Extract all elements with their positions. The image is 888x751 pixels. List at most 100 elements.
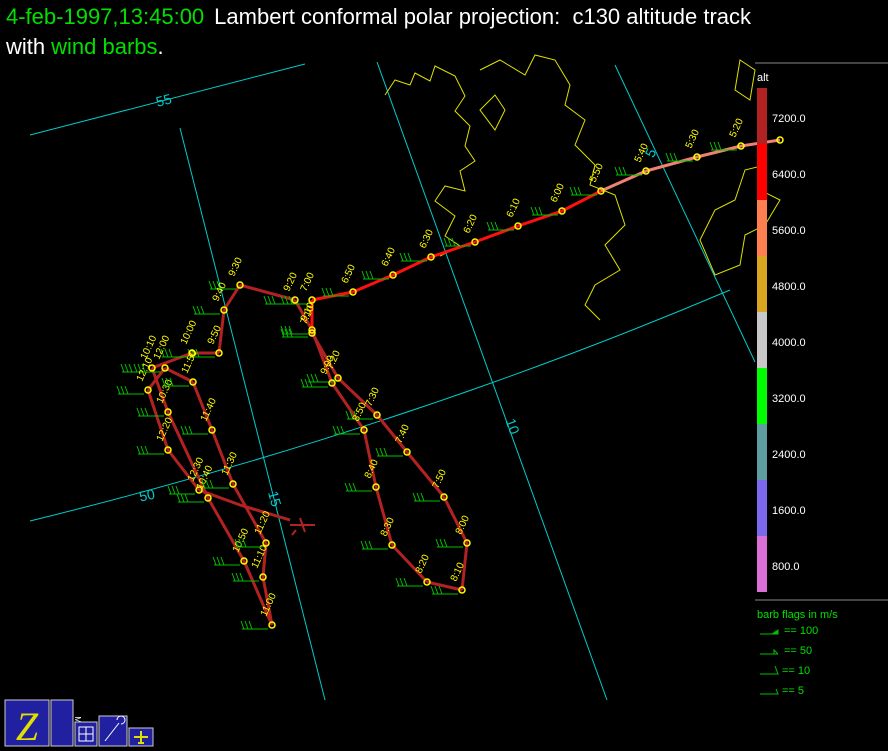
wind-barb	[412, 492, 440, 502]
colorbar-segment	[757, 368, 767, 424]
colorbar-segment	[757, 480, 767, 536]
track-segment	[336, 376, 379, 417]
aircraft-glyph	[134, 731, 148, 744]
grid-label: 15	[265, 489, 285, 508]
title-line-2: with wind barbs.	[5, 34, 164, 59]
lon-line	[179, 127, 326, 701]
zeb-glyph: Z	[16, 704, 39, 749]
track-point	[334, 374, 342, 382]
track-point	[208, 426, 216, 434]
colorbar-segment	[757, 88, 767, 144]
track-segment	[231, 483, 268, 544]
track-point	[291, 296, 299, 304]
barb-glyph	[760, 648, 779, 655]
wind-barb	[133, 363, 161, 373]
track-segment	[191, 381, 214, 431]
wind-barb	[280, 295, 308, 305]
title-line: 4-feb-1997,13:45:00 Lambert conformal pol…	[6, 4, 752, 29]
barb-legend-entry: == 50	[784, 645, 812, 657]
track-point	[373, 411, 381, 419]
track-point	[164, 446, 172, 454]
wind-barb	[321, 287, 349, 297]
wind-barb	[192, 305, 220, 315]
track-point	[349, 288, 357, 296]
track-segment	[426, 580, 463, 592]
track-point	[597, 187, 605, 195]
track-segment	[206, 497, 246, 562]
colorbar-segment	[757, 536, 767, 592]
track-segment	[166, 449, 201, 491]
wind-barb	[234, 538, 262, 548]
track-segment	[517, 209, 563, 228]
probe-glyph	[104, 715, 126, 742]
track-point	[188, 349, 196, 357]
track-segment	[352, 273, 394, 294]
wind-barb	[116, 385, 144, 395]
wind-barb	[231, 572, 259, 582]
lat-line	[29, 63, 306, 136]
track-segment	[430, 240, 476, 259]
colorbar-tick-label: 2400.0	[772, 449, 806, 461]
colorbar-label: alt	[757, 72, 769, 84]
track-point	[471, 238, 479, 246]
track-segment	[310, 329, 334, 384]
track-segment	[696, 144, 742, 159]
lon-line	[614, 64, 756, 363]
track-point	[427, 253, 435, 261]
grid-label: 55	[154, 90, 173, 110]
track-point	[328, 379, 336, 387]
track-point	[144, 386, 152, 394]
track-segment	[222, 284, 242, 311]
track-point	[215, 349, 223, 357]
wind-barb	[280, 328, 308, 338]
track-point	[372, 483, 380, 491]
wind-barb	[399, 252, 427, 262]
track-segment	[146, 389, 170, 451]
track-point	[463, 539, 471, 547]
colorbar-tick-label: 6400.0	[772, 169, 806, 181]
colorbar-tick-label: 800.0	[772, 561, 800, 573]
wind-barb	[300, 378, 328, 388]
track-point	[776, 136, 784, 144]
track-point	[642, 167, 650, 175]
wind-barb	[486, 221, 514, 231]
track-point	[259, 573, 267, 581]
grid-label: 10	[503, 416, 523, 436]
track-point	[220, 306, 228, 314]
track-segment	[474, 224, 519, 244]
track-point	[514, 222, 522, 230]
track-segment	[242, 560, 274, 626]
track-point	[423, 578, 431, 586]
track-segment	[561, 189, 602, 213]
colorbar-tick-label: 7200.0	[772, 113, 806, 125]
track-point	[388, 541, 396, 549]
map-icon[interactable]	[50, 699, 74, 747]
wind-barb	[345, 410, 373, 420]
barb-legend-entry: == 100	[784, 625, 818, 637]
track-point	[164, 408, 172, 416]
wind-barb	[665, 152, 693, 162]
track-point	[262, 539, 270, 547]
grid-label: 50	[138, 486, 157, 505]
wind-barb	[161, 377, 189, 387]
colorbar-segment	[757, 200, 767, 256]
colorbar-segment	[757, 144, 767, 200]
zeb-icon[interactable]	[4, 699, 50, 747]
wind-barb	[201, 479, 229, 489]
barb-glyph	[760, 629, 779, 635]
track-point	[458, 586, 466, 594]
grid-glyph	[78, 726, 94, 742]
track-segment	[362, 429, 378, 488]
wind-barb	[360, 540, 388, 550]
track-segment	[392, 255, 432, 277]
track-point	[204, 494, 212, 502]
track-segment	[210, 429, 235, 485]
lon-line	[376, 61, 608, 701]
aircraft	[290, 517, 315, 536]
track-point	[737, 142, 745, 150]
barb-legend-title: barb flags in m/s	[757, 609, 838, 621]
wind-barb	[212, 556, 240, 566]
track-segment	[375, 414, 409, 453]
wind-barb	[443, 237, 471, 247]
